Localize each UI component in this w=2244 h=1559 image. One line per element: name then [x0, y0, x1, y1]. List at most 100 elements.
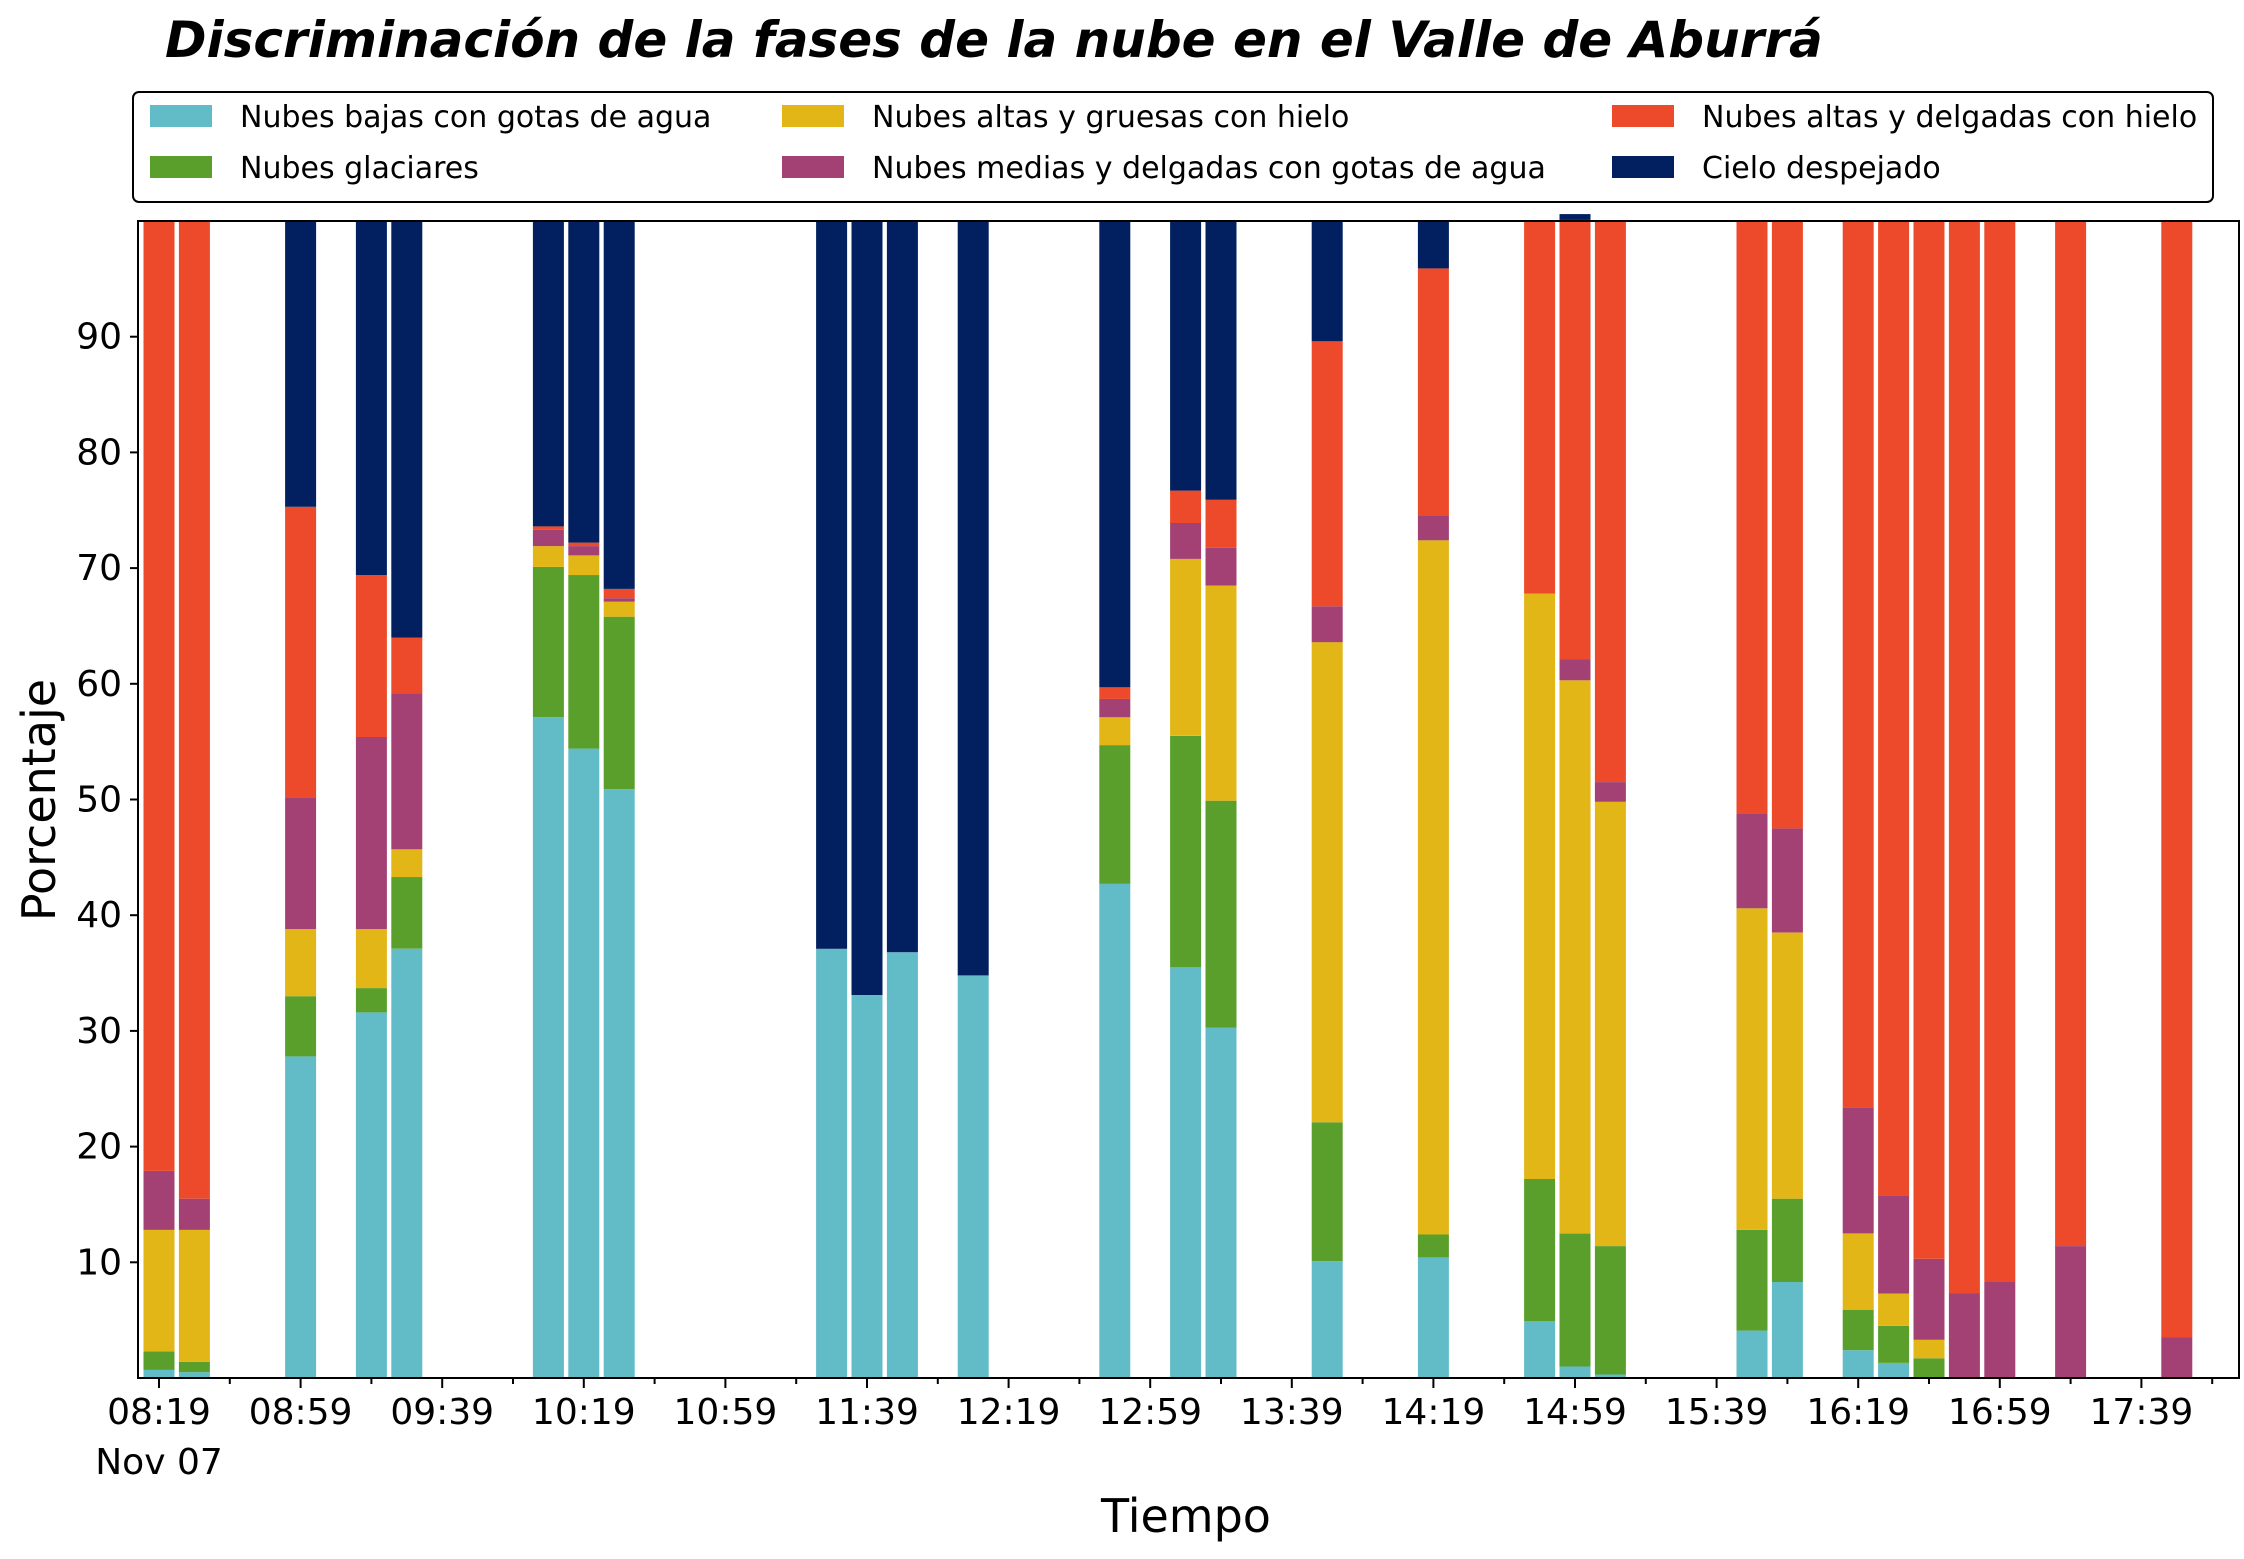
bar-segment [568, 221, 600, 543]
chart-title: Discriminación de la fases de la nube en… [165, 11, 1823, 69]
bar-segment [1984, 221, 2016, 1282]
legend-swatch [1612, 156, 1674, 178]
bar-segment [143, 1170, 175, 1230]
bar-segment [1771, 221, 1803, 829]
bar-segment [1417, 540, 1449, 1235]
bar-segment [143, 1229, 175, 1352]
bar-segment [1771, 828, 1803, 933]
bar-segment [1170, 735, 1202, 968]
bar-segment [1524, 1179, 1556, 1322]
y-tick-label: 70 [76, 548, 122, 589]
bar-segment [1594, 782, 1626, 802]
bar-segment [391, 948, 423, 1378]
bar-segment [391, 693, 423, 850]
bar-segment [1559, 219, 1591, 660]
bar-segment [178, 221, 210, 1199]
bar-segment [603, 616, 635, 790]
x-tick-label: 12:19 [957, 1392, 1061, 1433]
bar-segment [1311, 1261, 1343, 1378]
bar-segment [1524, 593, 1556, 1179]
bar-segment [1913, 1339, 1945, 1359]
bar-segment [1205, 499, 1237, 548]
y-tick-label: 90 [76, 317, 122, 358]
x-tick-label: 08:19 [107, 1392, 211, 1433]
bar-segment [285, 506, 317, 798]
bar-segment [886, 221, 918, 953]
bars-group [143, 214, 2193, 1378]
bar-segment [391, 637, 423, 693]
x-tick-label: 17:39 [2090, 1392, 2194, 1433]
x-tick-date-label: Nov 07 [95, 1442, 223, 1483]
bar-segment [1099, 884, 1131, 1378]
bar-segment [957, 221, 989, 976]
bar-segment [603, 598, 635, 602]
bar-segment [532, 717, 564, 1378]
x-tick-label: 10:59 [674, 1392, 778, 1433]
bar-segment [2055, 1246, 2087, 1378]
bar-segment [1417, 268, 1449, 516]
y-tick-label: 20 [76, 1127, 122, 1168]
bar-segment [1736, 1229, 1768, 1331]
legend-label: Nubes medias y delgadas con gotas de agu… [872, 151, 1546, 186]
bar-segment [355, 988, 387, 1013]
legend-label: Nubes bajas con gotas de agua [240, 100, 711, 135]
legend-label: Nubes glaciares [240, 151, 479, 186]
bar-segment [391, 877, 423, 949]
legend-swatch [150, 105, 212, 127]
bar-segment [1099, 745, 1131, 884]
bar-segment [1913, 1258, 1945, 1340]
bar-segment [1205, 1027, 1237, 1378]
bar-segment [178, 1372, 210, 1378]
bar-segment [1594, 1246, 1626, 1375]
bar-segment [355, 1012, 387, 1378]
x-tick-label: 10:19 [532, 1392, 636, 1433]
bar-segment [568, 748, 600, 1378]
bar-segment [1205, 800, 1237, 1028]
bar-segment [355, 575, 387, 737]
bar-segment [1878, 1293, 1910, 1326]
bar-segment [1170, 967, 1202, 1378]
bar-segment [1524, 221, 1556, 594]
legend-swatch [1612, 105, 1674, 127]
bar-segment [1842, 1309, 1874, 1351]
y-tick-label: 40 [76, 895, 122, 936]
bar-segment [1771, 1282, 1803, 1378]
bar-segment [1948, 1293, 1980, 1378]
bar-segment [285, 996, 317, 1057]
bar-segment [1170, 490, 1202, 523]
bar-segment [1984, 1282, 2016, 1378]
bar-segment [603, 588, 635, 599]
bar-segment [355, 929, 387, 989]
bar-segment [1913, 221, 1945, 1259]
x-tick-label: 16:59 [1948, 1392, 2052, 1433]
bar-segment [1205, 547, 1237, 586]
bar-segment [143, 1369, 175, 1378]
x-tick-label: 16:19 [1806, 1392, 1910, 1433]
bar-segment [1170, 221, 1202, 491]
legend-label: Nubes altas y delgadas con hielo [1702, 100, 2197, 135]
bar-segment [1417, 516, 1449, 541]
bar-segment [957, 975, 989, 1378]
bar-segment [1417, 1257, 1449, 1378]
bar-segment [603, 601, 635, 617]
x-tick-label: 11:39 [815, 1392, 919, 1433]
bar-segment [1205, 221, 1237, 500]
bar-segment [143, 221, 175, 1171]
bar-segment [1170, 558, 1202, 736]
plot-area: 10 20 30 40 50 60 70 80 90 08:19 08:59 09:39 10:19 1… [76, 214, 2240, 1433]
bar-segment [1878, 221, 1910, 1196]
bar-segment [178, 1229, 210, 1362]
bar-segment [851, 995, 883, 1378]
bar-segment [1559, 1233, 1591, 1367]
bar-segment [1417, 1234, 1449, 1258]
bar-segment [1736, 221, 1768, 814]
bar-segment [1878, 1195, 1910, 1294]
bar-segment [285, 929, 317, 997]
bar-segment [1417, 221, 1449, 269]
legend-swatch [782, 105, 844, 127]
x-tick-label: 08:59 [249, 1392, 353, 1433]
bar-segment [1842, 1107, 1874, 1234]
bar-segment [1736, 813, 1768, 909]
bar-segment [1099, 221, 1131, 688]
